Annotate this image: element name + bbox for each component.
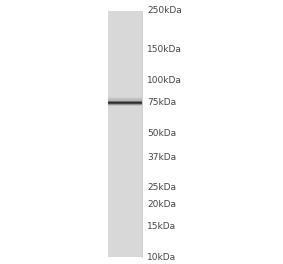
Text: 15kDa: 15kDa bbox=[147, 222, 176, 231]
Text: 37kDa: 37kDa bbox=[147, 153, 176, 162]
Text: 250kDa: 250kDa bbox=[147, 6, 182, 15]
Bar bbox=[108, 11, 142, 257]
Text: 75kDa: 75kDa bbox=[147, 98, 176, 107]
Text: 150kDa: 150kDa bbox=[147, 45, 182, 54]
Text: 20kDa: 20kDa bbox=[147, 200, 176, 209]
Text: 10kDa: 10kDa bbox=[147, 253, 176, 262]
Text: 100kDa: 100kDa bbox=[147, 76, 182, 85]
Text: 25kDa: 25kDa bbox=[147, 183, 176, 192]
Text: 50kDa: 50kDa bbox=[147, 129, 176, 139]
